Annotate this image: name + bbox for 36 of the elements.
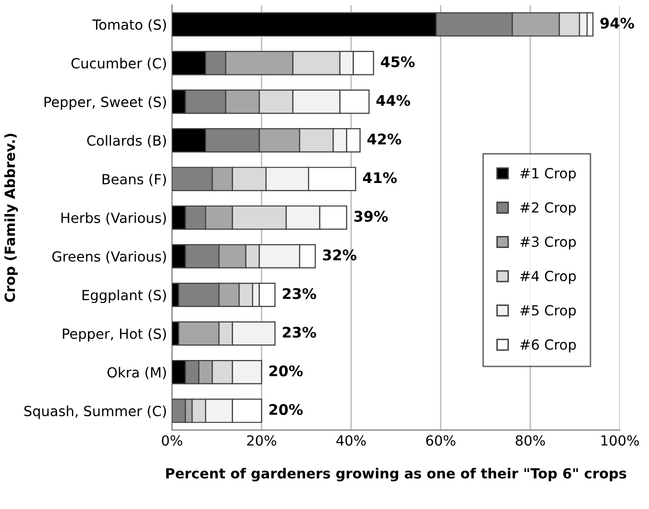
y-tick-label: Squash, Summer (C) <box>24 406 166 419</box>
total-label: 45% <box>380 56 415 68</box>
x-tick-label: 80% <box>516 435 545 446</box>
total-label: 42% <box>367 134 402 145</box>
total-label: 20% <box>269 404 303 416</box>
y-tick-label: Pepper, Sweet (S) <box>44 96 166 110</box>
legend-label: #5 Crop <box>520 305 576 318</box>
x-tick-label: 20% <box>247 435 276 446</box>
total-label: 32% <box>322 249 356 260</box>
x-axis-title: Percent of gardeners growing as one of their "Top 6" crops <box>166 468 626 482</box>
legend-label: #4 Crop <box>520 270 576 284</box>
total-label: 41% <box>362 172 397 184</box>
total-label: 23% <box>282 288 316 300</box>
x-tick-label: 40% <box>336 435 366 446</box>
y-tick-label: Collards (B) <box>87 135 166 148</box>
y-tick-label: Eggplant (S) <box>82 290 166 304</box>
x-tick-label: 60% <box>426 435 456 446</box>
y-axis-title: Crop (Family Abbrev.) <box>4 134 18 302</box>
y-tick-label: Pepper, Hot (S) <box>62 328 166 342</box>
legend-label: #3 Crop <box>520 236 576 250</box>
total-label: 39% <box>354 210 388 222</box>
legend-label: #2 Crop <box>520 202 576 216</box>
x-tick-label: 0% <box>162 435 182 446</box>
total-label: 94% <box>600 18 634 29</box>
total-label: 23% <box>282 326 316 338</box>
legend-label: #6 Crop <box>520 339 576 353</box>
total-label: 44% <box>376 94 410 106</box>
x-tick-label: 100% <box>601 435 639 446</box>
y-tick-label: Okra (M) <box>107 366 166 380</box>
legend-label: #1 Crop <box>520 168 576 182</box>
y-tick-label: Herbs (Various) <box>61 212 166 225</box>
y-tick-label: Cucumber (C) <box>71 58 166 70</box>
y-tick-label: Greens (Various) <box>52 250 166 264</box>
y-tick-label: Tomato (S) <box>92 19 166 32</box>
y-tick-label: Beans (F) <box>102 174 166 186</box>
total-label: 20% <box>269 365 303 376</box>
